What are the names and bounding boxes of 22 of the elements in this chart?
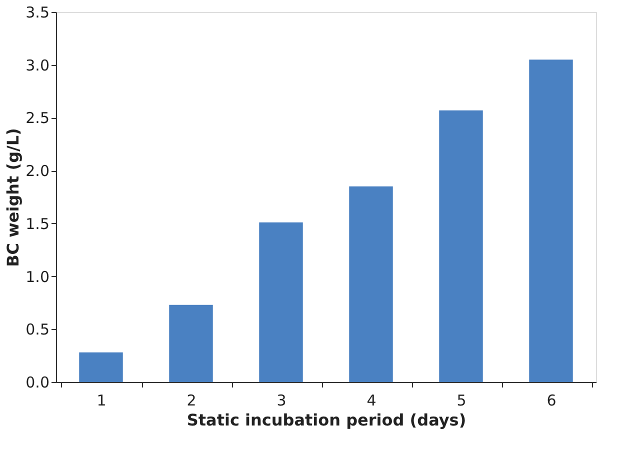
- x-tick-label: 3: [276, 392, 286, 410]
- x-tick-label: 4: [366, 392, 376, 410]
- y-tick-label: 0.5: [26, 320, 50, 339]
- x-tick-label: 2: [186, 392, 196, 410]
- bar: [439, 110, 483, 382]
- y-tick-label: 2.5: [26, 109, 50, 128]
- bar: [169, 304, 213, 382]
- x-tick-label: 5: [456, 392, 466, 410]
- x-axis-title: Static incubation period (days): [186, 410, 466, 430]
- y-tick-label: 3.0: [26, 56, 50, 74]
- y-tick-label: 0.0: [26, 374, 50, 392]
- bar: [349, 186, 393, 382]
- x-tick-label: 1: [96, 392, 106, 410]
- y-tick-label: 2.0: [26, 162, 50, 180]
- x-tick-label: 6: [546, 392, 556, 410]
- bar: [79, 352, 123, 382]
- bar: [259, 222, 303, 382]
- bar: [529, 60, 573, 382]
- y-axis-title: BC weight (g/L): [4, 128, 23, 267]
- y-tick-label: 3.5: [26, 4, 50, 22]
- y-tick-label: 1.5: [26, 214, 50, 233]
- y-tick-label: 1.0: [26, 268, 50, 286]
